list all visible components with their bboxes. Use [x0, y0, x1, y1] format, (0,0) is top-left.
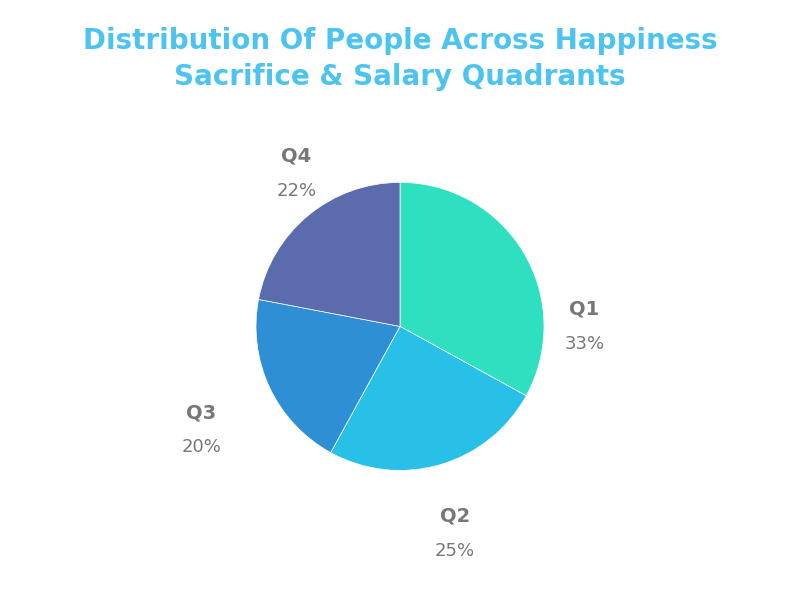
Wedge shape	[400, 182, 544, 396]
Wedge shape	[256, 299, 400, 452]
Text: 33%: 33%	[564, 335, 604, 353]
Wedge shape	[330, 326, 526, 470]
Text: Q4: Q4	[281, 147, 311, 166]
Text: 25%: 25%	[434, 542, 474, 560]
Text: Sacrifice & Salary Quadrants: Sacrifice & Salary Quadrants	[174, 63, 626, 91]
Text: Q3: Q3	[186, 403, 216, 422]
Text: Q2: Q2	[439, 507, 470, 526]
Text: 20%: 20%	[182, 439, 222, 457]
Text: Distribution Of People Across Happiness: Distribution Of People Across Happiness	[82, 27, 718, 55]
Text: Q1: Q1	[569, 299, 599, 319]
Wedge shape	[258, 182, 400, 326]
Text: 22%: 22%	[276, 182, 316, 200]
